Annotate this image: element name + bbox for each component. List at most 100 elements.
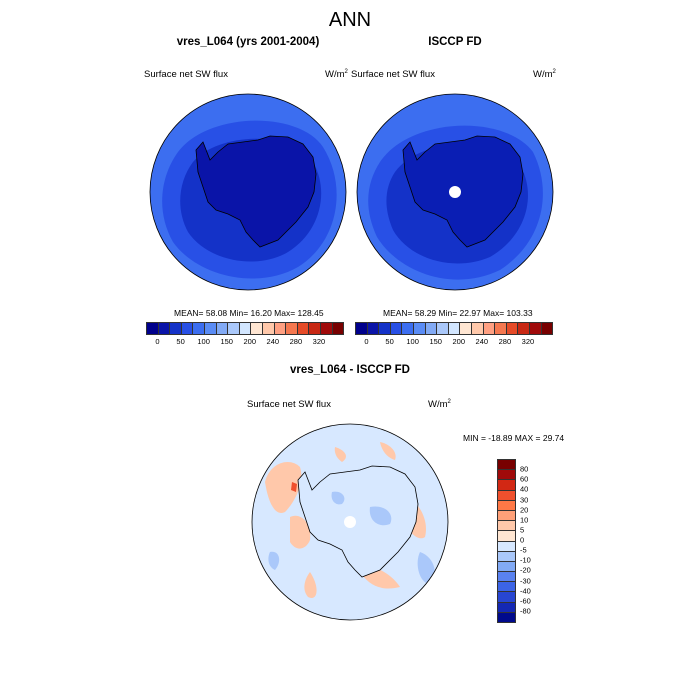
unit-exponent: 2: [552, 69, 556, 75]
colorbar-swatch: [297, 323, 310, 334]
colorbar-tick-label: 0: [364, 337, 369, 346]
diff-minmax: MIN = -18.89 MAX = 29.74: [463, 433, 565, 443]
colorbar-swatch: [498, 582, 515, 593]
map-pole-hole: [449, 186, 461, 198]
colorbar-swatch: [181, 323, 194, 334]
unit-base: W/m: [428, 399, 448, 410]
colorbar-swatch: [367, 323, 380, 334]
panel-title-obs: ISCCP FD: [428, 36, 482, 48]
map-diff-positive: [304, 572, 317, 598]
panel-unit-model: W/m2: [325, 69, 348, 80]
diff-title: vres_L064 - ISCCP FD: [290, 364, 410, 376]
colorbar-swatch: [498, 612, 515, 622]
panel-title-model: vres_L064 (yrs 2001-2004): [176, 36, 320, 48]
colorbar-swatch: [498, 572, 515, 583]
colorbar-swatch: [332, 323, 344, 334]
colorbar-swatch: [483, 323, 496, 334]
diff-field-label: Surface net SW flux: [247, 399, 331, 410]
colorbar-tick-label: 0: [155, 337, 160, 346]
colorbar-swatch: [402, 323, 414, 334]
colorbar-swatch: [204, 323, 217, 334]
colorbar-tick-label: 100: [197, 337, 210, 346]
colorbar-swatch: [158, 323, 171, 334]
colorbar-swatch: [448, 323, 461, 334]
colorbar-swatch: [498, 531, 515, 542]
colorbar-swatch: [498, 521, 515, 532]
colorbar-tick-label: 280: [498, 337, 512, 346]
colorbar-tick-label: 150: [429, 337, 442, 346]
colorbar-tick-label: -10: [520, 555, 531, 565]
panel-unit-obs: W/m2: [533, 69, 556, 80]
map-pole-hole: [344, 516, 356, 528]
map-diff-light: [369, 506, 392, 526]
colorbar-swatch: [498, 592, 515, 603]
colorbar-swatch: [495, 323, 507, 334]
colorbar-swatch: [518, 323, 530, 334]
map-diff-positive: [334, 447, 346, 462]
colorbar-swatch: [309, 323, 321, 334]
colorbar-tick-label: 10: [520, 515, 529, 525]
panel-stats-obs: MEAN= 58.29 Min= 22.97 Max= 103.33: [383, 308, 533, 318]
colorbar-swatch: [498, 510, 515, 522]
polar-map-obs: [356, 93, 554, 291]
colorbar-ticks-difference: 80 60 40 30 20 10 5 0 -5 -10 -20 -30 -40 -60 -80: [520, 459, 550, 621]
colorbar-swatch: [437, 323, 449, 334]
colorbar-swatch: [413, 323, 426, 334]
colorbar-tick-label: 100: [406, 337, 419, 346]
map-diff-light: [331, 491, 345, 505]
colorbar-swatch: [251, 323, 263, 334]
colorbar-swatch: [498, 490, 515, 501]
unit-base: W/m: [533, 69, 553, 80]
polar-map-model: [149, 93, 347, 291]
colorbar-swatch: [498, 480, 515, 491]
colorbar-tick-label: 200: [452, 337, 466, 346]
colorbar-swatch: [274, 323, 287, 334]
page-title: ANN: [328, 9, 372, 31]
colorbar-swatch: [498, 460, 515, 471]
colorbar-swatch: [239, 323, 252, 334]
colorbar-tick-label: -5: [520, 545, 527, 555]
map-land-antarctica: [297, 465, 419, 578]
panel-stats-model: MEAN= 58.08 Min= 16.20 Max= 128.45: [174, 308, 324, 318]
colorbar-tick-label: -30: [520, 576, 531, 585]
diff-unit: W/m2: [428, 399, 451, 410]
colorbar-swatch: [147, 323, 159, 334]
colorbar-tick-label: 0: [520, 535, 525, 545]
colorbar-tick-label: 80: [520, 464, 529, 474]
map-diff-light: [268, 551, 280, 570]
colorbar-swatch: [425, 323, 438, 334]
unit-exponent: 2: [344, 69, 348, 75]
colorbar-swatch: [286, 323, 298, 334]
panel-field-label-obs: Surface net SW flux: [351, 69, 435, 80]
colorbar-swatch: [529, 323, 542, 334]
colorbar-swatch: [193, 323, 205, 334]
colorbar-swatch: [541, 323, 553, 334]
map-land-antarctica: [402, 135, 524, 248]
colorbar-tick-label: 240: [266, 337, 280, 346]
colorbar-tick-label: 320: [312, 337, 326, 346]
colorbar-tick-label: -20: [520, 565, 531, 575]
colorbar-ticks-obs: 0 50 100 150 200 240 280 320: [355, 337, 551, 347]
colorbar-swatch: [498, 541, 515, 552]
colorbar-tick-label: 50: [176, 337, 185, 346]
map-diff-positive: [380, 442, 396, 460]
colorbar-tick-label: -80: [520, 606, 531, 616]
panel-field-label-model: Surface net SW flux: [144, 69, 228, 80]
colorbar-tick-label: 200: [243, 337, 257, 346]
map-land-antarctica: [195, 135, 317, 248]
colorbar-tick-label: 40: [520, 484, 529, 494]
colorbar-tick-label: 240: [475, 337, 489, 346]
colorbar-swatch: [498, 470, 515, 481]
colorbar-tick-label: 280: [289, 337, 303, 346]
colorbar-swatch: [228, 323, 240, 334]
colorbar-swatch: [498, 602, 515, 613]
colorbar-swatch: [379, 323, 391, 334]
colorbar-obs: [355, 322, 553, 335]
map-diff-positive: [290, 515, 311, 549]
colorbar-tick-label: -60: [520, 596, 531, 606]
colorbar-tick-label: 60: [520, 474, 529, 484]
colorbar-tick-label: 150: [220, 337, 233, 346]
colorbar-swatch: [460, 323, 472, 334]
map-diff-strong: [291, 482, 297, 492]
colorbar-swatch: [471, 323, 484, 334]
